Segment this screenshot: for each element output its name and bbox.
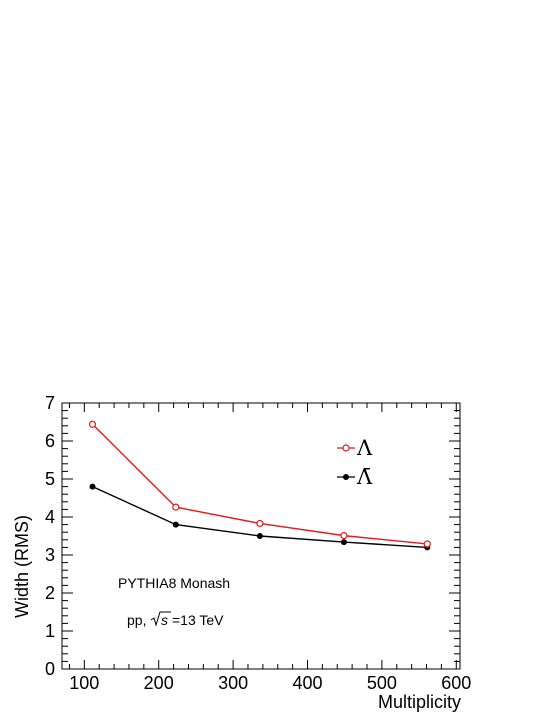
series-lambda — [88, 420, 431, 548]
x-axis-title: Multiplicity — [378, 692, 461, 712]
data-point — [89, 483, 96, 490]
axis-tick-labels: 100 200 300 400 500 600 0 1 2 3 4 5 6 7 — [45, 393, 471, 693]
data-point — [423, 540, 431, 548]
y-axis-title: Width (RMS) — [12, 515, 32, 618]
legend-marker-antilambda — [343, 474, 349, 480]
x-tick-label: 200 — [144, 673, 174, 693]
y-tick-label: 4 — [45, 507, 55, 527]
x-tick-label: 400 — [292, 673, 322, 693]
system-prefix: pp, — [127, 612, 146, 628]
y-tick-label: 5 — [45, 469, 55, 489]
y-tick-label: 0 — [45, 659, 55, 679]
x-tick-label: 600 — [441, 673, 471, 693]
y-tick-label: 6 — [45, 431, 55, 451]
y-tick-label: 2 — [45, 583, 55, 603]
y-tick-label: 7 — [45, 393, 55, 413]
y-tick-label: 3 — [45, 545, 55, 565]
series-layer — [88, 420, 431, 551]
data-point — [88, 420, 97, 428]
plot-frame — [61, 402, 461, 670]
data-point — [256, 533, 263, 539]
x-tick-label: 500 — [367, 673, 397, 693]
data-point — [340, 539, 347, 546]
x-tick-label: 100 — [69, 673, 99, 693]
x-tick-label: 300 — [218, 673, 248, 693]
generator-annotation: PYTHIA8 Monash — [118, 575, 230, 591]
data-point — [340, 532, 348, 540]
data-point — [172, 521, 179, 528]
energy-annotation: pp, s =13 TeV — [127, 611, 224, 628]
sqrt-symbol — [150, 611, 171, 627]
legend-label-antilambda: Λ̄ — [356, 465, 373, 489]
y-tick-label: 1 — [45, 621, 55, 641]
legend-label-lambda: Λ — [356, 436, 373, 460]
axis-ticks — [62, 402, 460, 670]
data-point — [256, 519, 264, 528]
series-antilambda — [89, 483, 431, 551]
sqrt-s-variable: s — [161, 612, 168, 628]
energy-value: =13 TeV — [172, 612, 224, 628]
legend: Λ Λ̄ — [337, 436, 373, 489]
data-point — [172, 503, 180, 511]
legend-marker-lambda — [342, 444, 350, 452]
